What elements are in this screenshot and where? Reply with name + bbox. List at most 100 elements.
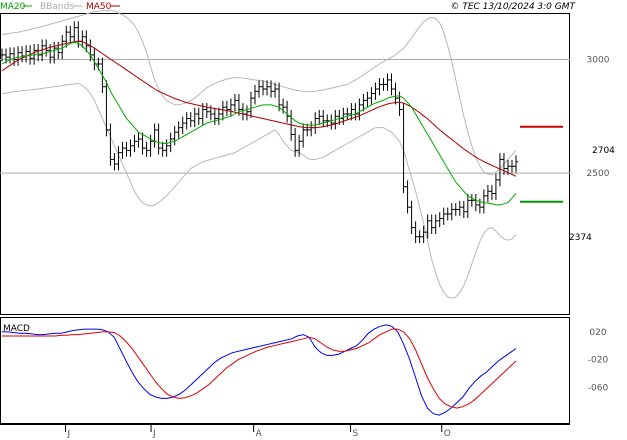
price-bar <box>425 214 430 239</box>
ma20-line <box>1 41 517 206</box>
legend-ma50-label: MA50 <box>86 2 112 12</box>
price-bar <box>192 107 197 128</box>
price-bar <box>72 21 77 44</box>
legend: MA20 BBands MA50 <box>0 2 120 12</box>
price-bar <box>405 180 410 214</box>
price-bar <box>457 200 462 216</box>
time-tick-label: O <box>444 429 451 439</box>
price-bar <box>216 107 221 125</box>
price-bar <box>8 47 13 64</box>
price-bar <box>16 46 21 66</box>
price-bar <box>60 34 65 59</box>
price-bar <box>36 44 41 62</box>
price-bar <box>252 84 257 105</box>
price-bar <box>248 91 253 119</box>
price-bar <box>341 107 346 125</box>
price-bar <box>473 194 478 212</box>
price-bar <box>393 82 398 105</box>
price-bar <box>493 173 498 200</box>
resistance-level-label: 2704 <box>592 146 615 156</box>
price-bar <box>509 159 514 173</box>
price-bar <box>212 107 217 125</box>
price-bar <box>345 107 350 121</box>
price-bar <box>297 134 302 157</box>
price-bar <box>489 184 494 200</box>
price-bar <box>132 134 137 153</box>
axis-layer: 3000 2500 020 -020 -060 J J A S O <box>65 55 610 439</box>
price-bar <box>244 105 249 121</box>
price-bar <box>224 100 229 116</box>
time-tick-label: A <box>256 429 263 439</box>
price-bar <box>437 212 442 228</box>
price-bar <box>469 194 474 207</box>
price-panel-frame <box>0 13 570 315</box>
price-bar <box>497 153 502 187</box>
price-bar <box>321 109 326 128</box>
price-bar <box>373 82 378 100</box>
price-bar <box>20 46 25 63</box>
price-bar <box>261 80 266 96</box>
price-bar <box>269 80 274 98</box>
price-bar <box>120 141 125 159</box>
macd-layer <box>2 324 517 416</box>
price-bar <box>240 103 245 121</box>
support-level-label: 2374 <box>569 233 592 243</box>
price-bar <box>152 123 157 148</box>
price-bar <box>116 146 121 171</box>
price-bar <box>184 112 189 130</box>
macd-line <box>2 324 517 416</box>
price-bar <box>140 132 145 155</box>
price-bar <box>309 121 314 137</box>
price-bar <box>357 98 362 121</box>
price-bar <box>445 207 450 221</box>
time-tick-label: J <box>67 429 71 439</box>
macd-tick-label: 020 <box>589 328 606 338</box>
price-bar <box>4 48 9 64</box>
price-bar <box>180 116 185 134</box>
price-bar <box>156 123 161 155</box>
price-bar <box>325 114 330 128</box>
macd-tick-label: -020 <box>588 356 609 366</box>
price-bar <box>481 189 486 214</box>
price-bar <box>449 203 454 221</box>
price-bar <box>176 121 181 139</box>
macd-panel-frame <box>0 317 570 425</box>
price-bar <box>433 214 438 234</box>
price-bar <box>285 100 290 123</box>
price-layer <box>0 10 570 299</box>
price-bar <box>349 103 354 121</box>
price-bar <box>313 112 318 134</box>
price-bar <box>409 200 414 234</box>
price-bar <box>385 73 390 91</box>
price-bar <box>277 82 282 112</box>
bband-lower-line <box>1 82 517 299</box>
price-bar <box>32 44 37 65</box>
price-bar <box>429 214 434 234</box>
price-bar <box>401 103 406 194</box>
price-bar <box>305 123 310 137</box>
price-tick-label: 2500 <box>587 169 610 179</box>
price-bar <box>104 80 109 137</box>
price-bar <box>0 48 4 62</box>
price-bar <box>381 78 386 91</box>
macd-label: MACD <box>3 324 30 334</box>
price-bar <box>56 41 61 59</box>
price-bar <box>453 203 458 216</box>
price-bar <box>317 109 322 125</box>
price-bar <box>220 100 225 121</box>
price-bar <box>52 41 57 64</box>
price-bar <box>128 139 133 157</box>
price-bar <box>265 80 270 96</box>
price-bar <box>273 82 278 98</box>
price-bar <box>465 194 470 219</box>
price-bar <box>485 184 490 203</box>
legend-bbands-label: BBands <box>40 2 74 12</box>
price-bar <box>232 94 237 112</box>
price-bar <box>188 112 193 128</box>
price-bar <box>136 132 141 148</box>
price-bar <box>84 30 89 53</box>
price-bar <box>144 141 149 157</box>
price-bar <box>124 141 129 157</box>
